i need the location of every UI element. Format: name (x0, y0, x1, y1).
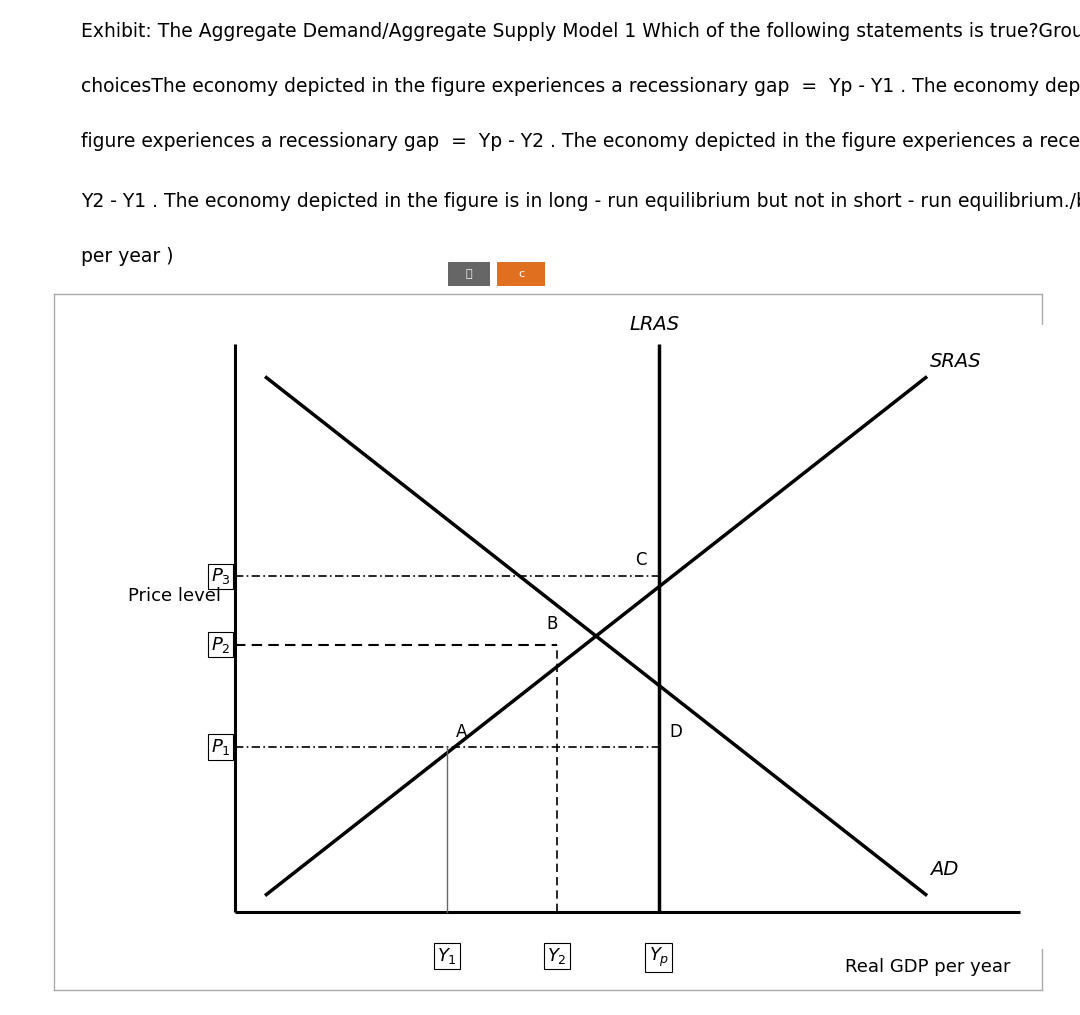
Text: $Y_2$: $Y_2$ (546, 946, 567, 966)
Text: SRAS: SRAS (930, 352, 982, 371)
Bar (497, 262, 545, 286)
Text: Exhibit: The Aggregate Demand/Aggregate Supply Model 1 Which of the following st: Exhibit: The Aggregate Demand/Aggregate … (81, 22, 1080, 41)
Text: D: D (669, 723, 681, 741)
Text: Y2 - Y1 . The economy depicted in the figure is in long - run equilibrium but no: Y2 - Y1 . The economy depicted in the fi… (81, 192, 1080, 211)
Text: per year ): per year ) (81, 247, 174, 266)
Bar (448, 262, 489, 286)
Text: AD: AD (930, 860, 959, 879)
Text: Real GDP per year: Real GDP per year (845, 958, 1010, 976)
Text: Price level: Price level (129, 588, 221, 605)
Text: c: c (518, 269, 524, 279)
Text: ว: ว (465, 269, 472, 279)
Text: $Y_1$: $Y_1$ (437, 946, 457, 966)
Text: $P_2$: $P_2$ (211, 634, 230, 655)
Text: $P_1$: $P_1$ (211, 737, 230, 757)
Text: figure experiences a recessionary gap  =  Yp - Y2 . The economy depicted in the : figure experiences a recessionary gap = … (81, 132, 1080, 150)
Text: choicesThe economy depicted in the figure experiences a recessionary gap  =  Yp : choicesThe economy depicted in the figur… (81, 77, 1080, 95)
Text: C: C (635, 551, 646, 569)
Text: B: B (546, 615, 558, 633)
Text: LRAS: LRAS (630, 316, 679, 334)
Text: A: A (456, 723, 468, 741)
Text: $P_3$: $P_3$ (211, 566, 230, 587)
Text: $Y_p$: $Y_p$ (649, 946, 670, 969)
